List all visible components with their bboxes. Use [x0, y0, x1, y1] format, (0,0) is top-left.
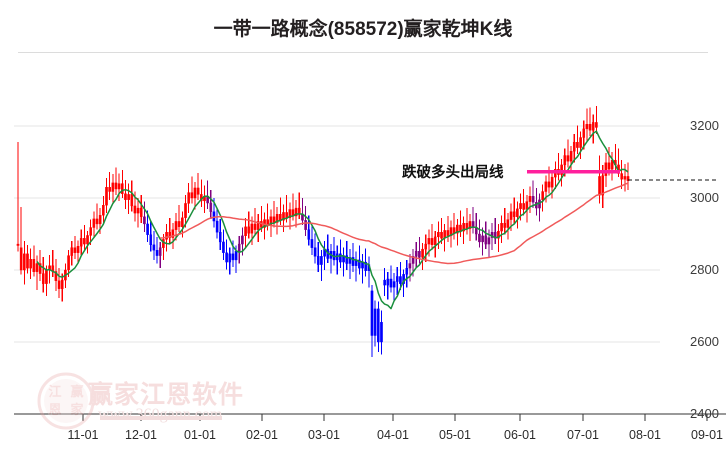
y-tick-label: 3000 — [690, 190, 719, 205]
y-tick-label: 2800 — [690, 262, 719, 277]
x-tick-label: 12-01 — [125, 428, 157, 442]
y-tick-label: 3200 — [690, 118, 719, 133]
x-tick-label: 06-01 — [504, 428, 536, 442]
y-tick-label: 2600 — [690, 334, 719, 349]
svg-text:赢: 赢 — [70, 384, 83, 399]
svg-text:恩: 恩 — [48, 402, 61, 417]
x-tick-label: 03-01 — [308, 428, 340, 442]
x-tick-label: 02-01 — [246, 428, 278, 442]
page-title: 一带一路概念(858572)赢家乾坤K线 — [213, 19, 513, 40]
watermark-brand: 赢家江恩软件 — [88, 381, 245, 409]
chart-top-border — [18, 52, 708, 53]
x-tick-label: 01-01 — [184, 428, 216, 442]
x-tick-label: 08-01 — [629, 428, 661, 442]
x-tick-label: 07-01 — [567, 428, 599, 442]
x-tick-label: 05-01 — [439, 428, 471, 442]
x-tick-label: 11-01 — [67, 428, 99, 442]
svg-text:江: 江 — [48, 384, 61, 399]
svg-text:家: 家 — [70, 402, 84, 417]
x-tick-label: 04-01 — [377, 428, 409, 442]
x-tick-label: 09-01 — [691, 428, 723, 442]
y-tick-label: 2400 — [690, 406, 719, 421]
watermark-url: www.360gann.com — [98, 406, 223, 423]
annotation-label: 跌破多头出局线 — [402, 165, 504, 181]
